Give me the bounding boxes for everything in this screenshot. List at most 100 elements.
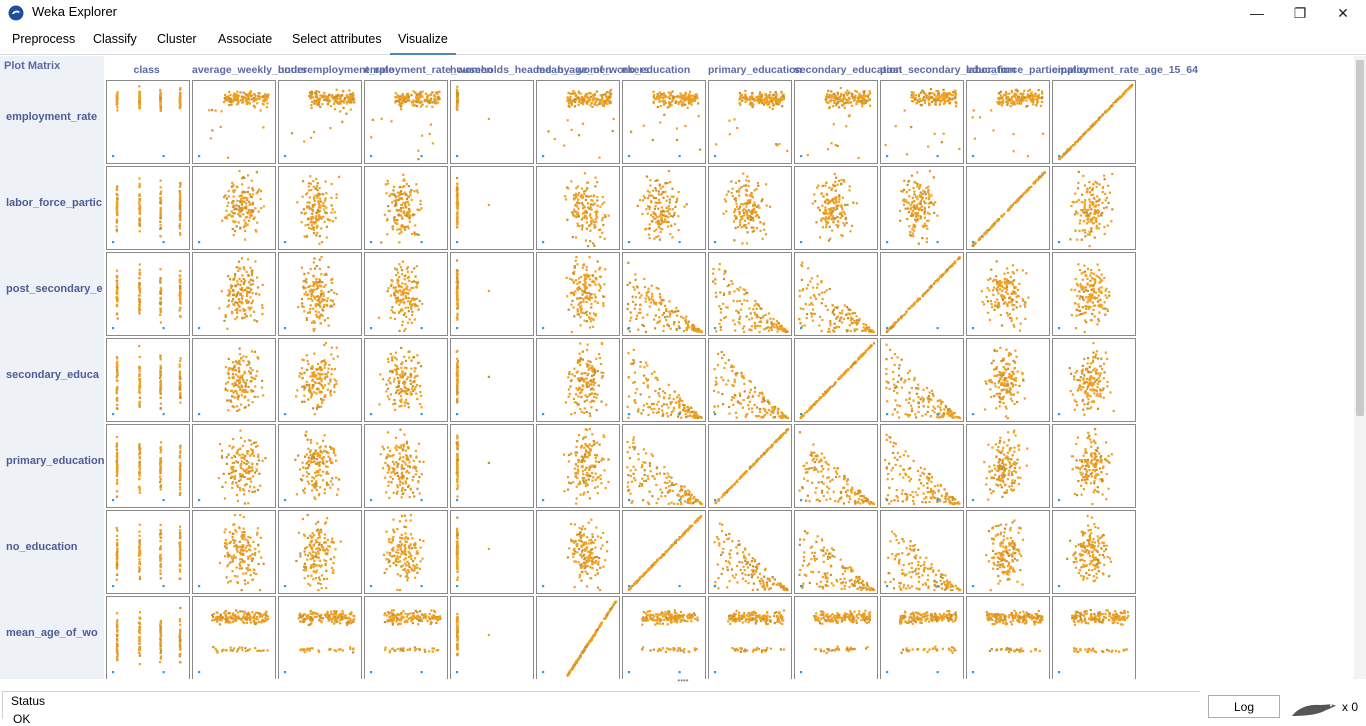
- scatter-point: [911, 212, 913, 214]
- scatter-point: [658, 309, 660, 311]
- scatter-point: [586, 301, 588, 303]
- scatter-point: [243, 219, 245, 221]
- tab-visualize[interactable]: Visualize: [390, 26, 456, 55]
- scatter-point: [836, 216, 838, 218]
- scatter-point: [595, 100, 597, 102]
- scatter-cell: [107, 253, 190, 336]
- scatter-point: [990, 109, 992, 111]
- scatter-point: [828, 240, 830, 242]
- scatter-point: [972, 241, 974, 243]
- minimize-button[interactable]: —: [1234, 0, 1280, 26]
- scatter-point: [719, 291, 721, 293]
- scatter-point: [590, 220, 592, 222]
- scatter-point: [698, 328, 700, 330]
- scatter-point: [390, 284, 392, 286]
- scatter-point: [322, 216, 324, 218]
- scatter-point: [764, 94, 766, 96]
- scatter-point: [643, 125, 645, 127]
- scatter-point: [372, 119, 374, 121]
- scatter-point: [317, 218, 319, 220]
- scatter-point: [420, 203, 422, 205]
- scatter-point: [247, 274, 249, 276]
- scatter-point: [817, 275, 819, 277]
- scatter-point: [221, 220, 223, 222]
- scatter-point: [179, 95, 181, 97]
- scatter-point: [751, 325, 753, 327]
- tab-preprocess[interactable]: Preprocess: [4, 26, 83, 55]
- scatter-point: [798, 318, 800, 320]
- scatter-point: [827, 148, 829, 150]
- scatter-point: [908, 202, 910, 204]
- scatter-point: [1027, 155, 1029, 157]
- scatter-point: [584, 275, 586, 277]
- scatter-point: [757, 96, 759, 98]
- scatter-point: [227, 306, 229, 308]
- scatter-point: [251, 269, 253, 271]
- scatter-point: [402, 174, 404, 176]
- scatter-point: [1104, 233, 1106, 235]
- scatter-point: [411, 322, 413, 324]
- scatter-cell: [623, 167, 706, 250]
- scatter-point: [799, 290, 801, 292]
- scatter-point: [239, 284, 241, 286]
- scatter-point: [602, 196, 604, 198]
- scatter-point: [139, 205, 141, 207]
- scatter-point: [589, 284, 591, 286]
- scatter-point: [316, 101, 318, 103]
- scatter-point: [139, 93, 141, 95]
- scatter-point: [648, 299, 650, 301]
- scatter-point: [813, 193, 815, 195]
- scatter-point: [584, 284, 586, 286]
- scatter-point: [421, 96, 423, 98]
- tab-classify[interactable]: Classify: [85, 26, 145, 55]
- scatter-point: [312, 180, 314, 182]
- scatter-point: [693, 327, 695, 329]
- scatter-point: [332, 300, 334, 302]
- scatter-point: [240, 194, 242, 196]
- scatter-point: [160, 224, 162, 226]
- scatter-point: [759, 325, 761, 327]
- scatter-point: [421, 155, 423, 157]
- scatter-point: [575, 279, 577, 281]
- scatter-point: [1077, 212, 1079, 214]
- scatter-cell: [881, 81, 964, 164]
- scatter-point: [746, 97, 748, 99]
- scatter-point: [654, 208, 656, 210]
- scatter-point: [1000, 103, 1002, 105]
- scatter-point: [776, 103, 778, 105]
- scatter-point: [1096, 186, 1098, 188]
- scatter-matrix[interactable]: [0, 56, 1354, 679]
- scatter-point: [399, 330, 401, 332]
- scatter-point: [221, 290, 223, 292]
- scatter-point: [846, 330, 848, 332]
- scatter-point: [770, 327, 772, 329]
- scatter-point: [198, 241, 200, 243]
- close-button[interactable]: ✕: [1320, 0, 1366, 26]
- scatter-point: [319, 207, 321, 209]
- scatter-point: [689, 91, 691, 93]
- scatter-point: [569, 93, 571, 95]
- scatter-point: [426, 105, 428, 107]
- scatter-point: [581, 196, 583, 198]
- scatter-point: [588, 256, 590, 258]
- scatter-point: [752, 308, 754, 310]
- scatter-point: [637, 205, 639, 207]
- scatter-point: [430, 124, 432, 126]
- scatter-point: [255, 292, 257, 294]
- scatter-point: [718, 268, 720, 270]
- scatter-point: [318, 103, 320, 105]
- tab-select-attributes[interactable]: Select attributes: [284, 26, 390, 55]
- scatter-point: [852, 202, 854, 204]
- scatter-point: [668, 325, 670, 327]
- tab-associate[interactable]: Associate: [210, 26, 280, 55]
- scatter-point: [251, 274, 253, 276]
- scatter-point: [652, 216, 654, 218]
- scatter-point: [457, 298, 459, 300]
- scatter-point: [669, 105, 671, 107]
- scatter-point: [1089, 187, 1091, 189]
- tab-cluster[interactable]: Cluster: [149, 26, 205, 55]
- scatter-point: [673, 196, 675, 198]
- scatter-point: [311, 224, 313, 226]
- restore-button[interactable]: ❐: [1277, 0, 1323, 26]
- scatter-point: [590, 92, 592, 94]
